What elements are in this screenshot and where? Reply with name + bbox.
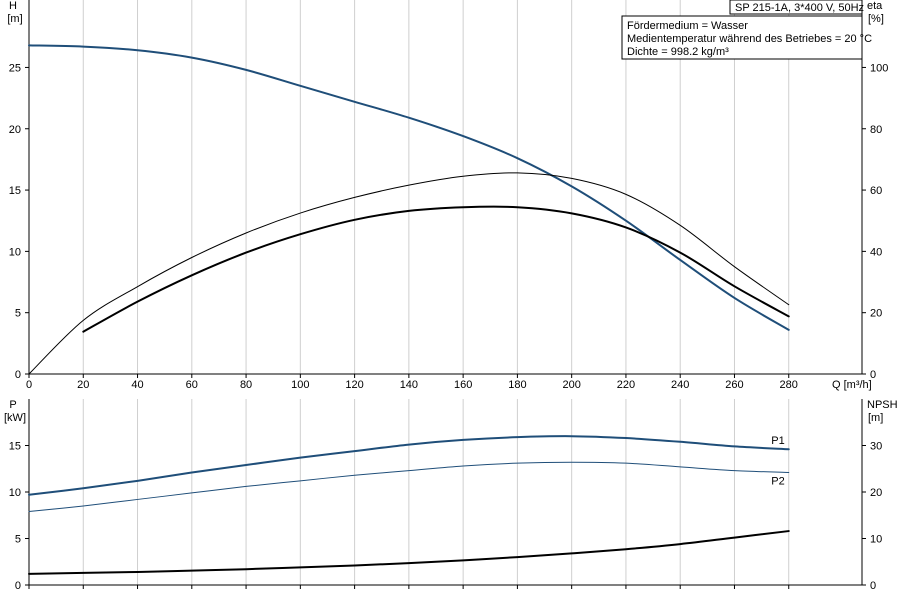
bottom-y2tick-label-10: 10: [870, 534, 882, 546]
bottom-series-1-line: [28, 461, 790, 513]
title-box-text: SP 215-1A, 3*400 V, 50Hz: [735, 2, 864, 14]
top-xtick-label-100: 100: [291, 379, 309, 391]
axes-layer: [25, 0, 866, 589]
top-y2tick-label-20: 20: [870, 308, 882, 320]
bottom-y2tick-label-0: 0: [870, 580, 876, 592]
top-xtick-label-20: 20: [77, 379, 89, 391]
bottom-y2-axis-title: NPSH: [867, 399, 898, 411]
top-xtick-label-40: 40: [131, 379, 143, 391]
bottom-series-0-label: P1: [771, 435, 784, 447]
top-y2tick-label-100: 100: [870, 62, 888, 74]
bottom-y-axis-title: P: [9, 399, 16, 411]
top-xtick-label-240: 240: [671, 379, 689, 391]
top-xtick-label-260: 260: [725, 379, 743, 391]
text-layer: 0 20 40 60 80 100 120 140 160 180 200 220 240 260 2800…: [4, 0, 898, 592]
top-y2-axis-unit: [%]: [868, 13, 884, 25]
top-ytick-label-10: 10: [9, 246, 21, 258]
top-y2tick-label-40: 40: [870, 246, 882, 258]
info-line-temperature: Medientemperatur während des Betriebes =…: [627, 33, 872, 45]
top-xtick-label-0: 0: [26, 379, 32, 391]
top-y2tick-label-60: 60: [870, 185, 882, 197]
bottom-ytick-label-0: 0: [15, 580, 21, 592]
top-series-1-line: [28, 172, 790, 375]
bottom-ytick-label-15: 15: [9, 441, 21, 453]
top-series-0-line: [28, 44, 790, 331]
top-y2-axis-title: eta: [867, 0, 883, 12]
bottom-series-1-label: P2: [771, 475, 784, 487]
top-xtick-label-60: 60: [186, 379, 198, 391]
top-ytick-label-0: 0: [15, 369, 21, 381]
top-xtick-label-220: 220: [617, 379, 635, 391]
top-y2tick-label-0: 0: [870, 369, 876, 381]
bottom-series-0-line: [28, 435, 790, 496]
bottom-ytick-label-10: 10: [9, 487, 21, 499]
top-xtick-label-120: 120: [345, 379, 363, 391]
top-y2tick-label-80: 80: [870, 124, 882, 136]
top-x-axis-title: Q [m³/h]: [832, 379, 872, 391]
info-box: Fördermedium = Wasser Medientemperatur w…: [621, 15, 872, 60]
top-xtick-label-80: 80: [240, 379, 252, 391]
top-y-axis-unit: [m]: [7, 13, 22, 25]
top-series-2-line: [82, 205, 790, 333]
bottom-series-2-line: [28, 530, 790, 575]
top-xtick-label-180: 180: [508, 379, 526, 391]
top-xtick-label-140: 140: [400, 379, 418, 391]
bottom-y2tick-label-30: 30: [870, 441, 882, 453]
bottom-y-axis-unit: [kW]: [4, 412, 26, 424]
info-box-frame: [621, 15, 863, 60]
top-ytick-label-5: 5: [15, 308, 21, 320]
top-ytick-label-15: 15: [9, 185, 21, 197]
info-line-density: Dichte = 998.2 kg/m³: [627, 46, 729, 58]
top-xtick-label-200: 200: [562, 379, 580, 391]
series-layer: [28, 44, 790, 575]
top-ytick-label-20: 20: [9, 124, 21, 136]
bottom-y2tick-label-20: 20: [870, 487, 882, 499]
top-xtick-label-280: 280: [780, 379, 798, 391]
bottom-ytick-label-5: 5: [15, 534, 21, 546]
top-ytick-label-25: 25: [9, 62, 21, 74]
grid-layer: [82, 0, 790, 585]
bottom-y2-axis-unit: [m]: [868, 412, 883, 424]
info-line-medium: Fördermedium = Wasser: [627, 20, 748, 32]
title-box-frame: [729, 0, 863, 15]
top-xtick-label-160: 160: [454, 379, 472, 391]
title-box: SP 215-1A, 3*400 V, 50Hz: [729, 0, 864, 15]
top-y-axis-title: H: [9, 0, 17, 12]
